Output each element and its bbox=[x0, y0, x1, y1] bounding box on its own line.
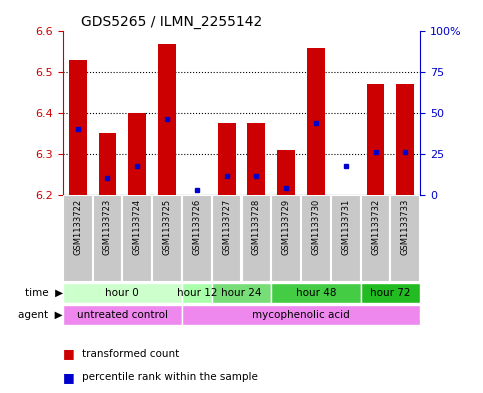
Text: agent  ▶: agent ▶ bbox=[18, 310, 63, 320]
Text: GSM1133723: GSM1133723 bbox=[103, 199, 112, 255]
Text: GSM1133727: GSM1133727 bbox=[222, 199, 231, 255]
Bar bbox=[271, 195, 301, 282]
Bar bbox=[218, 123, 236, 195]
Text: GSM1133733: GSM1133733 bbox=[401, 199, 410, 255]
Text: GDS5265 / ILMN_2255142: GDS5265 / ILMN_2255142 bbox=[81, 15, 262, 29]
Bar bbox=[182, 195, 212, 282]
Bar bbox=[152, 195, 182, 282]
Text: GSM1133730: GSM1133730 bbox=[312, 199, 320, 255]
Bar bbox=[361, 195, 390, 282]
Text: GSM1133724: GSM1133724 bbox=[133, 199, 142, 255]
Text: untreated control: untreated control bbox=[77, 310, 168, 320]
Text: GSM1133729: GSM1133729 bbox=[282, 199, 291, 255]
Bar bbox=[63, 283, 182, 303]
Text: mycophenolic acid: mycophenolic acid bbox=[252, 310, 350, 320]
Bar bbox=[93, 195, 122, 282]
Bar bbox=[69, 60, 86, 195]
Text: GSM1133732: GSM1133732 bbox=[371, 199, 380, 255]
Bar bbox=[277, 150, 295, 195]
Bar bbox=[242, 195, 271, 282]
Bar bbox=[361, 283, 420, 303]
Bar bbox=[301, 195, 331, 282]
Text: time  ▶: time ▶ bbox=[25, 288, 63, 298]
Text: percentile rank within the sample: percentile rank within the sample bbox=[82, 372, 258, 382]
Bar bbox=[271, 283, 361, 303]
Text: ■: ■ bbox=[63, 371, 74, 384]
Bar bbox=[158, 44, 176, 195]
Bar bbox=[331, 195, 361, 282]
Text: ■: ■ bbox=[63, 347, 74, 360]
Bar bbox=[128, 113, 146, 195]
Bar bbox=[367, 84, 384, 195]
Text: hour 48: hour 48 bbox=[296, 288, 336, 298]
Text: hour 0: hour 0 bbox=[105, 288, 139, 298]
Text: GSM1133728: GSM1133728 bbox=[252, 199, 261, 255]
Bar bbox=[247, 123, 265, 195]
Text: GSM1133722: GSM1133722 bbox=[73, 199, 82, 255]
Text: GSM1133731: GSM1133731 bbox=[341, 199, 350, 255]
Bar bbox=[122, 195, 152, 282]
Bar bbox=[212, 195, 242, 282]
Bar bbox=[397, 84, 414, 195]
Bar bbox=[63, 195, 93, 282]
Bar bbox=[182, 305, 420, 325]
Text: hour 24: hour 24 bbox=[221, 288, 262, 298]
Text: hour 72: hour 72 bbox=[370, 288, 411, 298]
Text: hour 12: hour 12 bbox=[177, 288, 217, 298]
Text: GSM1133726: GSM1133726 bbox=[192, 199, 201, 255]
Bar bbox=[99, 133, 116, 195]
Text: transformed count: transformed count bbox=[82, 349, 179, 359]
Bar bbox=[182, 283, 212, 303]
Bar bbox=[307, 48, 325, 195]
Bar bbox=[63, 305, 182, 325]
Bar bbox=[390, 195, 420, 282]
Text: GSM1133725: GSM1133725 bbox=[163, 199, 171, 255]
Bar bbox=[212, 283, 271, 303]
